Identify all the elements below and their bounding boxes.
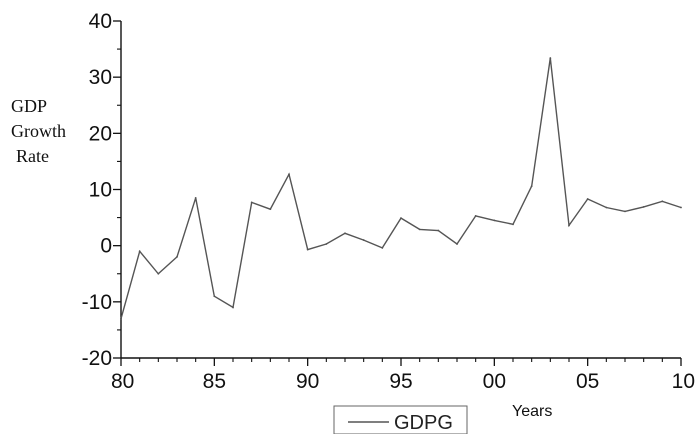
data-point [493,219,496,222]
data-point [288,173,290,176]
legend: GDPG [333,405,468,434]
x-tick-label: 95 [389,370,412,393]
data-point [624,210,626,213]
data-point [680,206,682,209]
data-point [138,250,141,253]
y-tick-label: 20 [89,122,112,145]
y-tick-label: 30 [89,66,112,89]
y-axis-label-line-3: Rate [16,146,49,166]
legend-label-gdpg: GDPG [394,412,453,434]
data-point [176,256,178,258]
data-point [232,306,234,309]
data-point [456,243,458,245]
data-point [530,185,533,188]
y-axis-label-line-1: GDP [11,96,47,116]
data-point [194,197,197,199]
y-tick-label: -20 [82,347,112,370]
y-axis-label-line-2: Growth [11,121,66,141]
series-line-gdpg [120,57,682,319]
data-point [549,57,552,59]
data-point [306,248,309,251]
data-point [400,217,402,220]
data-point [381,247,384,249]
y-axis-label: GDP Growth Rate [11,96,66,166]
data-point [157,272,160,275]
y-tick-label: 10 [89,179,112,202]
x-tick-label: 85 [203,370,226,393]
axes [120,21,681,359]
x-tick-label: 90 [296,370,319,393]
x-tick-label: 00 [483,370,506,393]
x-tick-label: 05 [576,370,599,393]
data-point [120,317,122,320]
x-tick-label: 10 [672,370,695,393]
data-point [437,229,440,232]
data-point [642,206,645,208]
x-axis-label: Years [512,403,552,420]
y-tick-label: -10 [82,291,112,314]
data-point [213,295,216,298]
data-point [605,206,608,209]
data-point [418,228,421,231]
legend-box [333,405,468,434]
y-tick-label: 40 [89,10,112,33]
data-point [586,198,589,200]
data-point [344,232,346,235]
data-point [512,223,514,226]
y-tick-label: 0 [100,235,112,258]
x-tick-label: 80 [111,370,134,393]
data-point [250,201,253,204]
data-point [362,239,365,241]
series-lines [120,57,682,320]
data-point [269,208,272,211]
data-point [568,224,570,227]
tick-marks [113,20,682,366]
data-point [474,214,477,217]
data-point [325,243,328,245]
data-point [661,200,664,203]
